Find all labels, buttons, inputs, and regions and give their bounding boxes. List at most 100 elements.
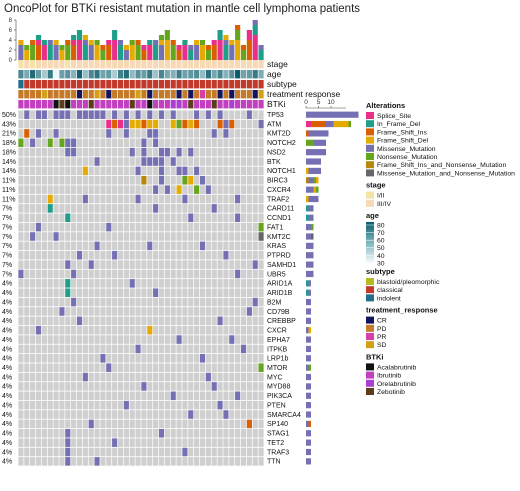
empty-cell <box>71 447 77 457</box>
empty-cell <box>18 119 24 129</box>
empty-cell <box>188 269 194 279</box>
mutation-cell <box>147 129 153 138</box>
empty-cell <box>94 147 100 157</box>
legend-swatch <box>366 153 374 160</box>
empty-cell <box>170 344 176 354</box>
annotation-cell-BTKi <box>235 100 241 109</box>
empty-cell <box>59 279 65 288</box>
empty-cell <box>252 391 258 401</box>
empty-cell <box>41 400 47 410</box>
empty-cell <box>71 175 77 185</box>
mutation-cell <box>258 222 264 232</box>
empty-cell <box>53 157 59 166</box>
empty-cell <box>71 288 77 297</box>
mutation-cell <box>199 241 206 251</box>
empty-cell <box>53 269 59 279</box>
empty-cell <box>53 344 59 354</box>
annotation-cell-age <box>53 70 59 79</box>
empty-cell <box>59 288 65 297</box>
gene-percent-label: 4% <box>2 365 12 372</box>
annotation-cell-age <box>129 70 135 79</box>
empty-cell <box>106 391 112 401</box>
empty-cell <box>41 410 47 419</box>
empty-cell <box>153 325 159 335</box>
empty-cell <box>258 391 264 401</box>
annotation-cell-subtype <box>88 80 94 89</box>
empty-cell <box>24 325 30 335</box>
empty-cell <box>47 260 53 269</box>
empty-cell <box>229 438 235 447</box>
empty-cell <box>24 428 30 438</box>
empty-cell <box>30 260 36 269</box>
gene-frequency-bar <box>311 120 326 128</box>
mutation-cell <box>217 400 223 410</box>
empty-cell <box>35 250 42 260</box>
empty-cell <box>24 354 30 363</box>
annotation-cell-age <box>164 70 170 79</box>
empty-cell <box>88 297 94 307</box>
gene-frequency-bar <box>306 336 311 343</box>
empty-cell <box>164 213 170 223</box>
empty-cell <box>123 363 129 372</box>
empty-cell <box>82 382 88 391</box>
mutation-cell <box>53 110 59 119</box>
annotation-cell-treatment-response <box>135 90 141 99</box>
legend-label: classical <box>377 287 403 294</box>
empty-cell <box>123 391 129 401</box>
annotation-cell-BTKi <box>205 100 211 109</box>
tmb-bar <box>82 40 88 45</box>
empty-cell <box>223 213 229 223</box>
gene-frequency-bar <box>306 345 311 353</box>
empty-cell <box>123 166 129 176</box>
gene-frequency-bar <box>308 420 311 427</box>
gene-name-label: UBR5 <box>267 271 286 278</box>
empty-cell <box>112 391 118 401</box>
empty-cell <box>141 438 147 447</box>
empty-cell <box>76 138 83 148</box>
empty-cell <box>258 428 264 438</box>
gene-name-label: PTEN <box>267 402 286 409</box>
empty-cell <box>18 391 24 401</box>
annotation-cell-BTKi <box>135 100 141 109</box>
empty-cell <box>246 344 252 354</box>
empty-cell <box>153 438 159 447</box>
empty-cell <box>76 363 83 372</box>
empty-cell <box>211 110 217 119</box>
empty-cell <box>100 288 106 297</box>
empty-cell <box>176 438 182 447</box>
empty-cell <box>194 232 200 241</box>
mutation-cell <box>153 138 159 148</box>
annotation-cell-BTKi <box>223 100 229 109</box>
empty-cell <box>94 335 100 344</box>
empty-cell <box>18 297 24 307</box>
empty-cell <box>258 185 264 194</box>
annotation-cell-stage <box>106 60 112 69</box>
empty-cell <box>188 279 194 288</box>
annotation-cell-treatment-response <box>112 90 118 99</box>
empty-cell <box>205 410 211 419</box>
empty-cell <box>129 166 135 176</box>
empty-cell <box>252 241 258 251</box>
annotation-cell-BTKi <box>117 100 124 109</box>
gene-name-label: CARD11 <box>267 206 294 213</box>
empty-cell <box>194 428 200 438</box>
empty-cell <box>235 419 241 429</box>
empty-cell <box>123 147 129 157</box>
empty-cell <box>223 354 229 363</box>
annotation-cell-treatment-response <box>117 90 124 99</box>
empty-cell <box>147 316 153 326</box>
empty-cell <box>235 344 241 354</box>
annotation-cell-stage <box>252 60 258 69</box>
empty-cell <box>59 400 65 410</box>
empty-cell <box>53 447 59 457</box>
tmb-bar <box>217 40 223 60</box>
annotation-cell-treatment-response <box>129 90 135 99</box>
empty-cell <box>235 372 241 382</box>
empty-cell <box>47 344 53 354</box>
empty-cell <box>229 457 235 466</box>
annotation-cell-subtype <box>223 80 229 89</box>
gene-frequency-bar <box>308 364 311 371</box>
empty-cell <box>30 372 36 382</box>
empty-cell <box>153 213 159 223</box>
empty-cell <box>35 147 42 157</box>
